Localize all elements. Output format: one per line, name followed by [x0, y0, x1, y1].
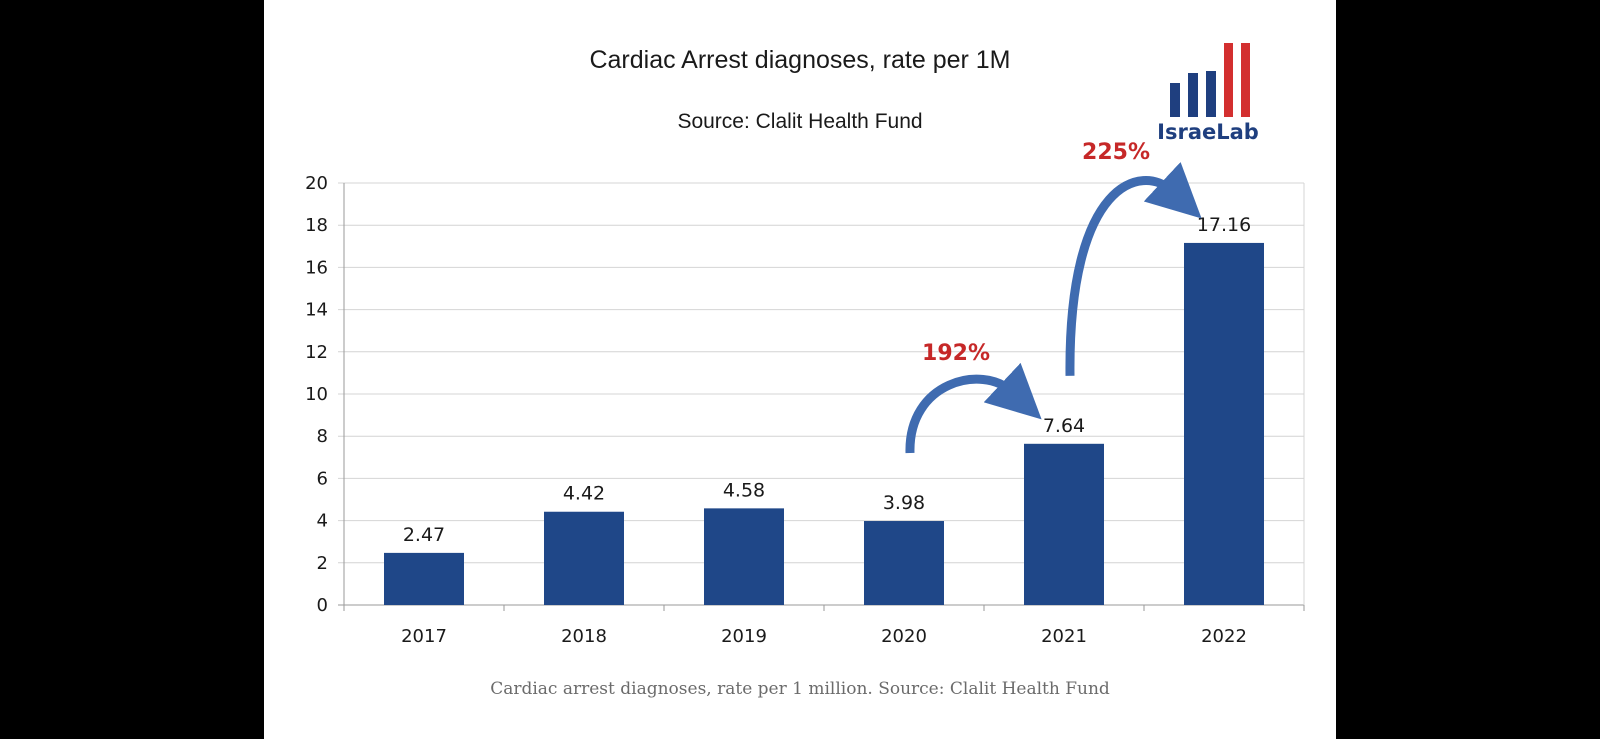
y-tick-label: 12: [305, 342, 328, 363]
x-tick-label-2018: 2018: [561, 626, 607, 647]
data-label-2020: 3.98: [883, 492, 925, 514]
data-label-2022: 17.16: [1197, 214, 1251, 236]
data-label-2018: 4.42: [563, 483, 605, 505]
logo-bar-3: [1206, 71, 1216, 117]
data-label-2019: 4.58: [723, 479, 765, 501]
growth-label-2022: 225%: [1082, 140, 1150, 165]
chart-canvas: Cardiac Arrest diagnoses, rate per 1M So…: [264, 0, 1336, 739]
x-tick-label-2020: 2020: [881, 626, 927, 647]
x-tick-label-2022: 2022: [1201, 626, 1247, 647]
chart-subtitle: Source: Clalit Health Fund: [677, 110, 922, 133]
logo-bar-2: [1188, 73, 1198, 117]
data-label-2017: 2.47: [403, 524, 445, 546]
gridlines: [338, 182, 1305, 606]
x-tick-label-2021: 2021: [1041, 626, 1087, 647]
bar-2018: [544, 511, 624, 605]
y-tick-label: 20: [305, 173, 328, 194]
chart-title: Cardiac Arrest diagnoses, rate per 1M: [589, 46, 1010, 74]
bar-2020: [864, 521, 944, 605]
bar-chart: Cardiac Arrest diagnoses, rate per 1M So…: [305, 43, 1305, 699]
growth-arrow-2022: [1065, 161, 1202, 376]
growth-label-2021: 192%: [922, 341, 990, 366]
bars: [384, 242, 1264, 605]
logo-text: IsraeLab: [1157, 120, 1259, 144]
data-labels: 2.47 4.42 4.58 3.98 7.64 17.16: [403, 214, 1251, 546]
bar-2022: [1184, 242, 1264, 605]
y-axis: 0 2 4 6 8 10 12 14 16 18 20: [305, 173, 345, 616]
figure-caption: Cardiac arrest diagnoses, rate per 1 mil…: [490, 679, 1110, 699]
y-tick-label: 0: [317, 595, 328, 616]
x-tick-label-2019: 2019: [721, 626, 767, 647]
logo-bar-4: [1224, 43, 1233, 117]
y-tick-label: 18: [305, 215, 328, 236]
logo-bar-5: [1241, 43, 1250, 117]
y-tick-label: 14: [305, 300, 328, 321]
y-tick-label: 8: [317, 426, 328, 447]
bar-2019: [704, 508, 784, 605]
data-label-2021: 7.64: [1043, 415, 1085, 437]
logo-bar-1: [1170, 83, 1180, 117]
y-tick-label: 10: [305, 384, 328, 405]
x-tick-label-2017: 2017: [401, 626, 447, 647]
x-axis: 2017 2018 2019 2020 2021 2022: [343, 605, 1305, 647]
y-tick-label: 16: [305, 257, 328, 278]
bar-2017: [384, 552, 464, 605]
israelab-logo: IsraeLab: [1157, 43, 1259, 144]
bar-2021: [1024, 443, 1104, 605]
y-tick-label: 2: [317, 553, 328, 574]
growth-arrow-2021: [905, 362, 1042, 454]
growth-annotations: 192% 225%: [905, 140, 1202, 454]
y-tick-label: 6: [317, 468, 328, 489]
y-tick-label: 4: [317, 511, 328, 532]
